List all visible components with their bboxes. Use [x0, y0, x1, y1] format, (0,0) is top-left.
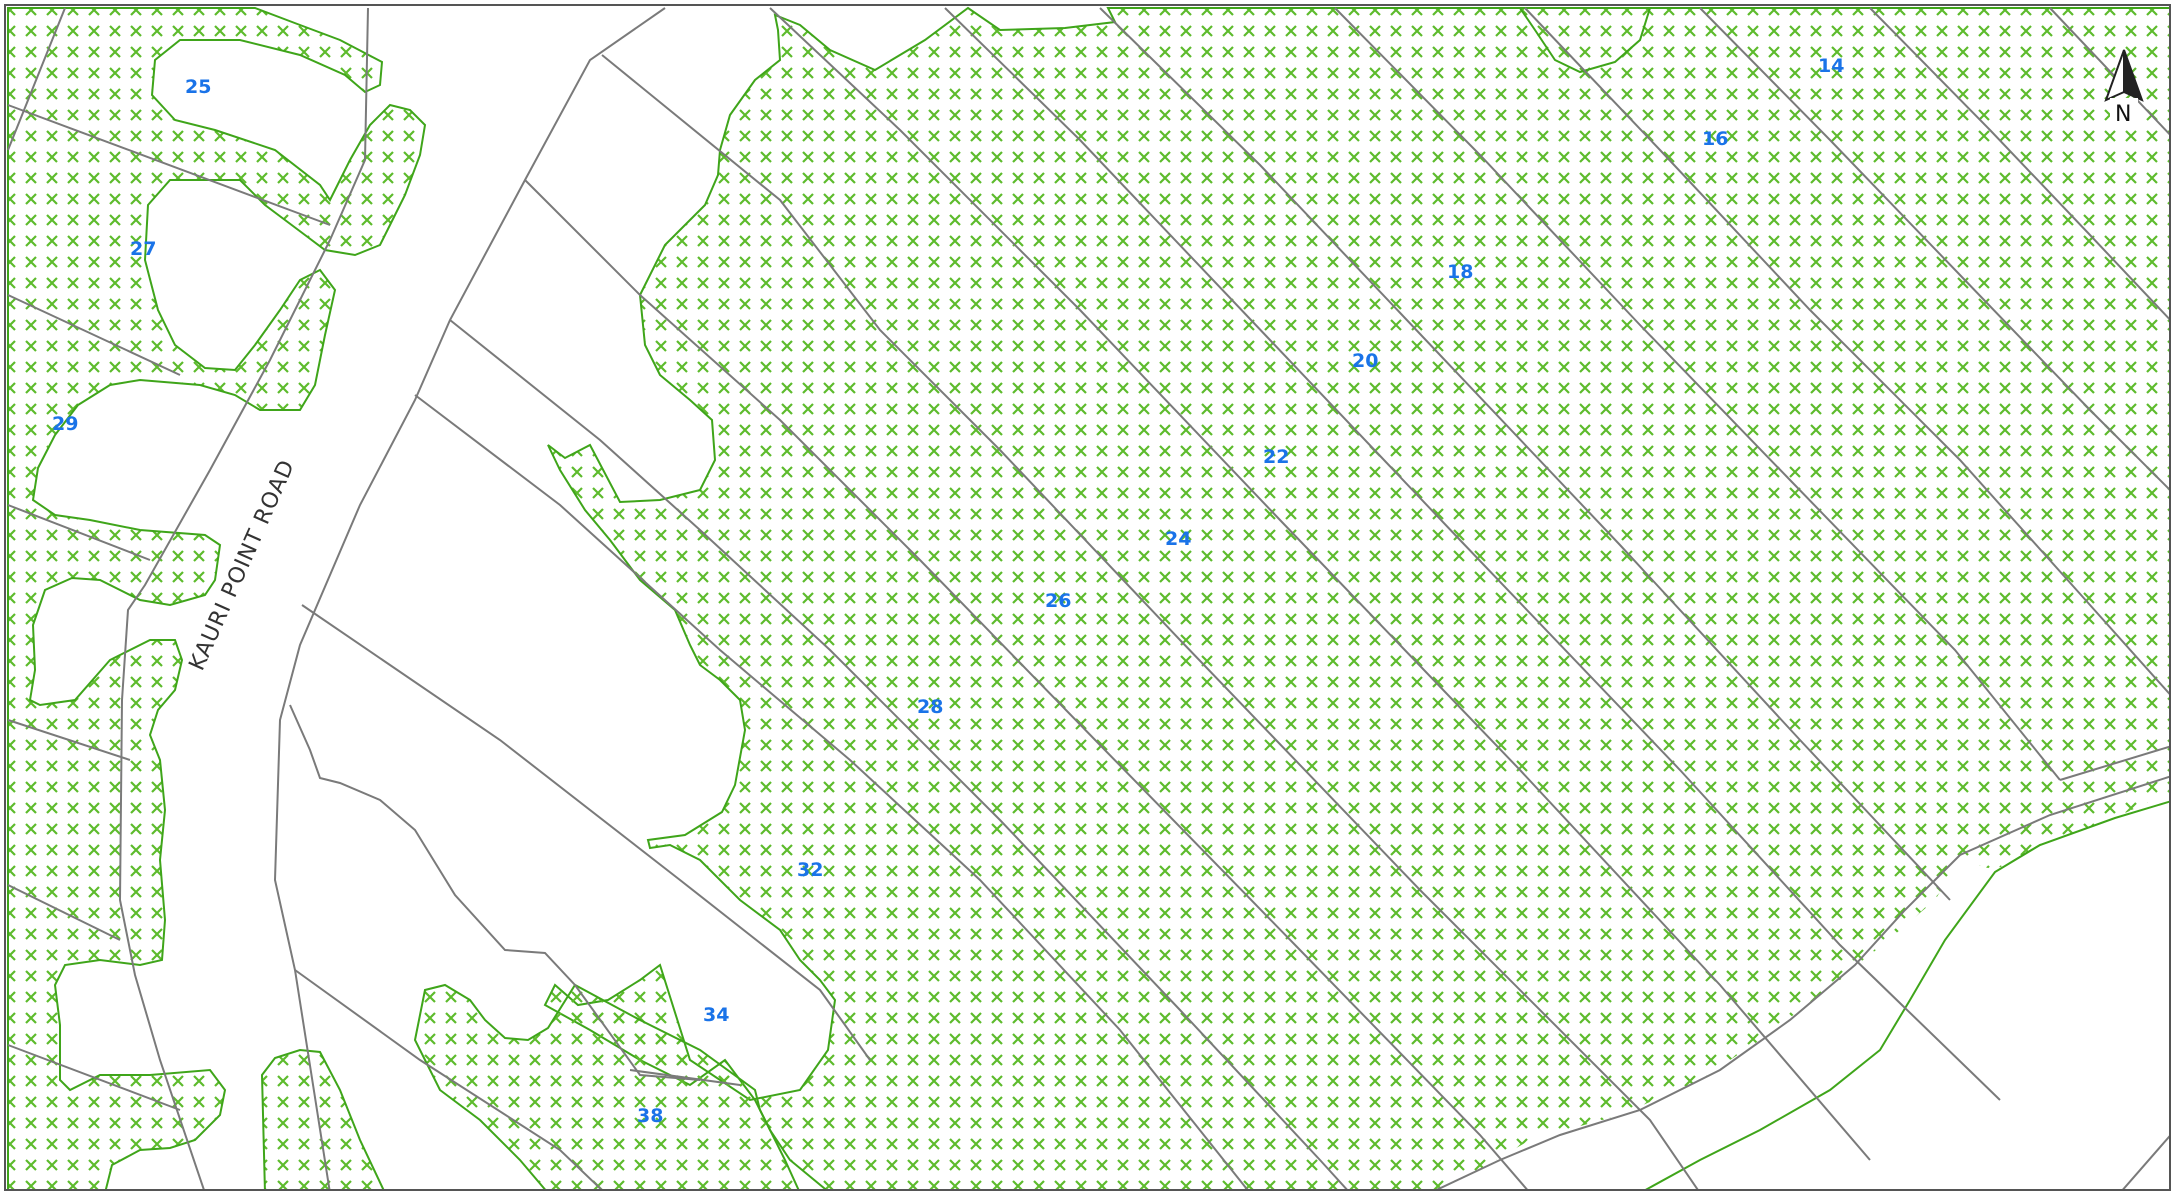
parcel-label-14[interactable]: 14: [1818, 55, 1844, 77]
parcel-label-24[interactable]: 24: [1165, 528, 1191, 550]
vegetation-area-nw: [7, 7, 427, 1190]
map-frame: [4, 4, 2171, 1191]
north-arrow: N: [2104, 49, 2144, 127]
parcel-label-28[interactable]: 28: [917, 696, 943, 718]
parcel-label-16[interactable]: 16: [1702, 128, 1728, 150]
parcel-label-38[interactable]: 38: [637, 1105, 663, 1127]
parcel-label-27[interactable]: 27: [130, 238, 156, 260]
vegetation-area-sw: [260, 1048, 385, 1190]
parcel-label-18[interactable]: 18: [1447, 261, 1473, 283]
parcel-label-29[interactable]: 29: [52, 413, 78, 435]
vegetation-area-south: [413, 983, 800, 1190]
parcel-label-22[interactable]: 22: [1263, 446, 1289, 468]
parcel-label-20[interactable]: 20: [1352, 350, 1378, 372]
parcel-label-32[interactable]: 32: [797, 859, 823, 881]
parcel-label-34[interactable]: 34: [703, 1004, 729, 1026]
parcel-label-26[interactable]: 26: [1045, 590, 1071, 612]
parcel-label-25[interactable]: 25: [185, 76, 211, 98]
north-label: N: [2115, 102, 2131, 127]
